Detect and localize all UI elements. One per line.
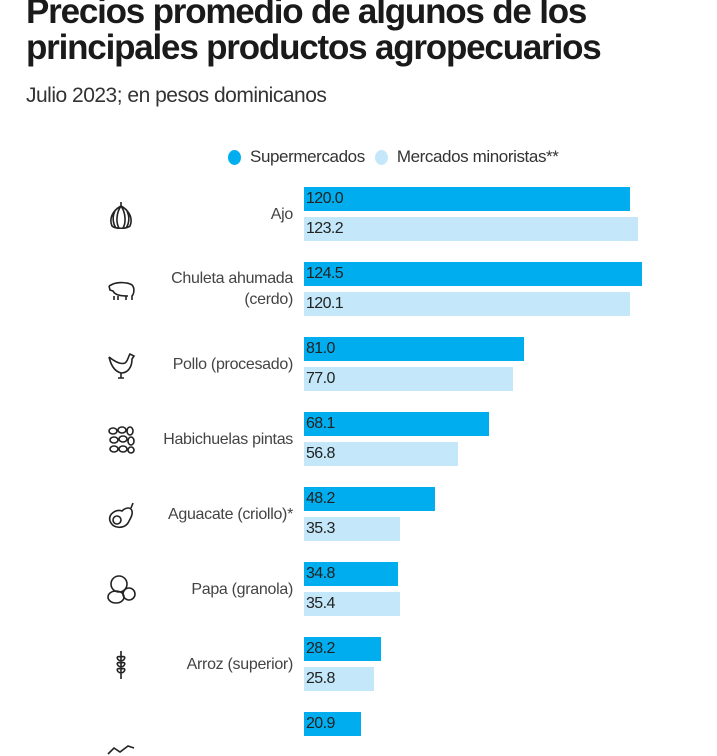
bar-supermercados xyxy=(304,487,435,511)
data-label: 20.9 xyxy=(306,715,335,732)
chicken-icon xyxy=(108,352,136,379)
data-label: 77.0 xyxy=(306,370,335,387)
data-label: 120.0 xyxy=(306,190,344,207)
chart-subtitle: Julio 2023; en pesos dominicanos xyxy=(26,84,327,107)
category-label: Aguacate (criollo)* xyxy=(167,505,293,523)
garlic-icon xyxy=(110,202,132,230)
bar-chart: Ajo 120.0 123.2 Chuleta ahumada (cerdo) 124.5… xyxy=(107,187,642,755)
chart-title: Precios promedio de algunos de los princ… xyxy=(26,0,602,67)
bar-supermercados xyxy=(304,637,381,661)
category-label: Papa (granola) xyxy=(191,580,293,598)
data-label: 34.8 xyxy=(306,565,335,582)
category-label: Chuleta ahumada (cerdo) xyxy=(171,270,293,308)
data-label: 56.8 xyxy=(306,445,335,462)
data-label: 120.1 xyxy=(306,295,344,312)
data-label: 68.1 xyxy=(306,415,335,432)
bar-supermercados xyxy=(304,337,524,361)
potato-icon xyxy=(107,575,136,604)
data-label: 48.2 xyxy=(306,490,335,507)
bar-minoristas xyxy=(304,592,401,616)
bar-minoristas xyxy=(304,367,514,391)
data-label: 81.0 xyxy=(306,340,335,357)
rice-icon xyxy=(116,651,126,679)
bar-supermercados xyxy=(304,412,489,436)
category-label: Pollo (procesado) xyxy=(172,355,294,373)
legend: Supermercados Mercados minoristas** xyxy=(228,147,568,167)
legend-swatch-minoristas xyxy=(374,149,388,165)
data-label: 28.2 xyxy=(306,640,335,657)
category-label: Habichuelas pintas xyxy=(163,430,293,448)
bar-supermercados xyxy=(304,187,630,211)
bar-minoristas xyxy=(304,667,375,691)
category-label: Arroz (superior) xyxy=(186,655,294,673)
bar-minoristas xyxy=(304,217,639,241)
partial-icon xyxy=(107,745,135,755)
beans-icon xyxy=(108,426,135,454)
data-label: 123.2 xyxy=(306,220,344,237)
pig-icon xyxy=(108,281,135,300)
data-label: 25.8 xyxy=(306,670,335,687)
bar-minoristas xyxy=(304,292,631,316)
legend-label: Supermercados xyxy=(250,147,365,166)
category-label: Ajo xyxy=(270,205,294,223)
bar-supermercados xyxy=(304,712,361,736)
data-label: 35.4 xyxy=(306,595,335,612)
data-label: 35.3 xyxy=(306,520,335,537)
bar-supermercados xyxy=(304,562,399,586)
legend-item-supermercados: Supermercados xyxy=(228,147,365,167)
legend-swatch-supermercados xyxy=(228,149,241,165)
data-label: 124.5 xyxy=(306,265,344,282)
legend-item-minoristas: Mercados minoristas** xyxy=(374,147,559,167)
legend-label: Mercados minoristas** xyxy=(396,147,559,166)
bar-minoristas xyxy=(304,517,400,541)
avocado-icon xyxy=(108,502,134,529)
bar-supermercados xyxy=(304,262,642,286)
bar-minoristas xyxy=(304,442,459,466)
